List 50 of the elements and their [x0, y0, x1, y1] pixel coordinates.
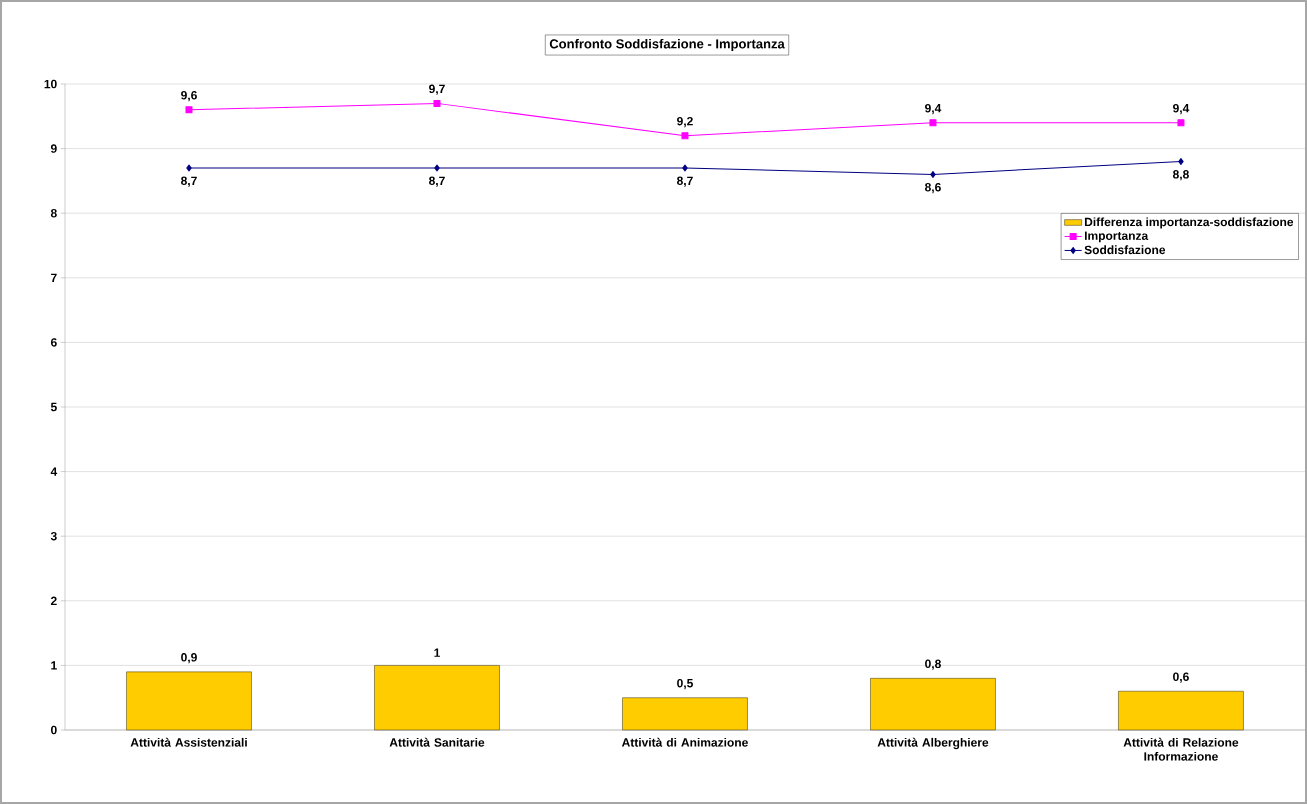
point — [434, 164, 440, 172]
bar — [622, 697, 748, 731]
data-label: 0,9 — [181, 653, 197, 664]
data-label: 0,5 — [677, 678, 693, 690]
bar — [1118, 691, 1244, 731]
point — [1178, 158, 1184, 166]
data-label: 0,6 — [1173, 672, 1189, 683]
legend-label: Soddisfazione — [1084, 245, 1166, 255]
data-label: 9,7 — [429, 84, 445, 95]
point — [1177, 119, 1185, 127]
point — [186, 164, 192, 172]
y-tick-label: 2 — [50, 596, 57, 605]
y-tick-label: 4 — [50, 467, 58, 476]
y-tick-label: 0 — [51, 725, 57, 735]
data-label: 8,7 — [677, 176, 693, 187]
y-tick-label: 8 — [50, 208, 57, 218]
y-tick-label: 10 — [44, 79, 57, 89]
legend-label: Importanza — [1084, 231, 1149, 243]
x-tick-label: Attività Assistenziali — [130, 737, 247, 747]
y-tick-label: 5 — [50, 402, 57, 412]
bar — [870, 678, 996, 731]
data-label: 8,8 — [1172, 170, 1189, 181]
point — [929, 119, 937, 127]
data-label: 8,7 — [181, 176, 197, 187]
data-label: 8,7 — [429, 176, 445, 187]
y-tick-label: 6 — [50, 338, 57, 347]
data-label: 9,4 — [1173, 103, 1190, 115]
y-tick-label: 3 — [50, 531, 57, 541]
data-label: 0,8 — [925, 659, 941, 670]
bar — [126, 671, 252, 731]
point — [681, 132, 689, 140]
point — [930, 170, 936, 178]
y-tick-label: 9 — [50, 144, 57, 153]
x-tick-label: Attività di Animazione — [621, 737, 748, 747]
data-label: 9,2 — [677, 116, 693, 128]
legend-label: Differenza importanza-soddisfazione — [1084, 217, 1294, 229]
x-tick-label: Attività Sanitarie — [389, 737, 485, 747]
chart-title: Confronto Soddisfazione - Importanza — [549, 38, 785, 52]
point — [185, 106, 193, 114]
bar — [374, 665, 500, 731]
y-tick-label: 7 — [51, 273, 57, 282]
x-tick-label: Attività Alberghiere — [877, 737, 989, 750]
point — [682, 164, 688, 172]
data-label: 9,4 — [925, 103, 942, 115]
x-tick-label: Attività di Relazione Informazione — [1123, 737, 1239, 761]
data-label: 1 — [434, 648, 440, 657]
data-label: 8,6 — [924, 182, 941, 194]
data-label: 9,6 — [181, 91, 197, 102]
y-tick-label: 1 — [51, 661, 57, 670]
point — [433, 99, 441, 107]
